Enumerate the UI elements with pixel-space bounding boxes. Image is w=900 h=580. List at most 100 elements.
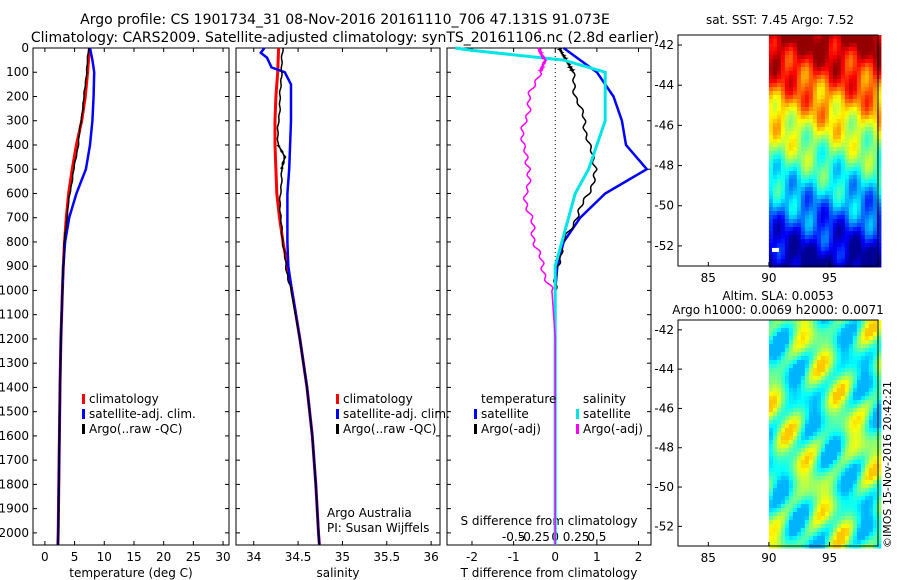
heatmap-cell: [868, 360, 874, 365]
heatmap-cell: [784, 103, 790, 108]
heatmap-cell: [864, 484, 870, 489]
heatmap-cell: [824, 203, 830, 208]
heatmap-cell: [820, 540, 826, 545]
heatmap-cell: [804, 151, 810, 156]
heatmap-cell: [864, 235, 870, 240]
legend-temp-argo: Argo(-adj): [481, 422, 541, 436]
heatmap-cell: [828, 536, 834, 541]
heatmap-cell: [788, 39, 794, 44]
heatmap-cell: [832, 39, 838, 44]
heatmap-cell: [836, 392, 842, 397]
heatmap-cell: [780, 464, 786, 469]
heatmap-cell: [776, 424, 782, 429]
heatmap-cell: [800, 163, 806, 168]
heatmap-cell: [852, 448, 858, 453]
heatmap-cell: [836, 223, 842, 228]
heatmap-cell: [852, 231, 858, 236]
heatmap-cell: [804, 480, 810, 485]
heatmap-cell: [772, 400, 778, 405]
heatmap-cell: [872, 103, 878, 108]
heatmap-cell: [796, 163, 802, 168]
heatmap-cell: [800, 123, 806, 128]
heatmap-cell: [780, 39, 786, 44]
heatmap-cell: [792, 384, 798, 389]
heatmap-cell: [848, 396, 854, 401]
heatmap-cell: [872, 524, 878, 529]
heatmap-cell: [796, 151, 802, 156]
heatmap-cell: [792, 336, 798, 341]
heatmap-cell: [788, 223, 794, 228]
heatmap-cell: [848, 251, 854, 256]
heatmap-cell: [832, 468, 838, 473]
heatmap-cell: [820, 75, 826, 80]
heatmap-cell: [780, 352, 786, 357]
heatmap-cell: [768, 195, 774, 200]
heatmap-cell: [828, 520, 834, 525]
heatmap-cell: [796, 127, 802, 132]
heatmap-cell: [804, 416, 810, 421]
heatmap-cell: [776, 131, 782, 136]
heatmap-cell: [768, 255, 774, 260]
heatmap-cell: [832, 231, 838, 236]
heatmap-cell: [836, 191, 842, 196]
heatmap-cell: [872, 223, 878, 228]
heatmap-cell: [776, 219, 782, 224]
heatmap-cell: [784, 368, 790, 373]
heatmap-cell: [792, 356, 798, 361]
heatmap-cell: [832, 83, 838, 88]
heatmap-cell: [848, 536, 854, 541]
heatmap-cell: [836, 352, 842, 357]
heatmap-cell: [836, 428, 842, 433]
heatmap-cell: [776, 43, 782, 48]
heatmap-cell: [868, 111, 874, 116]
heatmap-cell: [796, 255, 802, 260]
heatmap-cell: [868, 163, 874, 168]
heatmap-cell: [784, 155, 790, 160]
heatmap-cell: [824, 336, 830, 341]
y-tick-label: -46: [654, 401, 674, 415]
heatmap-cell: [860, 139, 866, 144]
x-axis-label: salinity: [316, 566, 359, 580]
heatmap-cell: [828, 47, 834, 52]
heatmap-cell: [852, 472, 858, 477]
heatmap-cell: [864, 376, 870, 381]
heatmap-cell: [848, 368, 854, 373]
heatmap-cell: [876, 400, 882, 405]
heatmap-cell: [876, 396, 882, 401]
heatmap-cell: [860, 203, 866, 208]
y-tick-label: 1400: [0, 380, 29, 394]
heatmap-cell: [820, 135, 826, 140]
heatmap-cell: [824, 488, 830, 493]
heatmap-cell: [864, 143, 870, 148]
heatmap-cell: [792, 55, 798, 60]
heatmap-cell: [784, 476, 790, 481]
heatmap-cell: [784, 452, 790, 457]
heatmap-cell: [872, 340, 878, 345]
heatmap-cell: [856, 496, 862, 501]
heatmap-cell: [840, 235, 846, 240]
heatmap-cell: [816, 348, 822, 353]
heatmap-cell: [828, 187, 834, 192]
heatmap-cell: [804, 195, 810, 200]
heatmap-cell: [804, 464, 810, 469]
heatmap-cell: [860, 384, 866, 389]
heatmap-cell: [820, 500, 826, 505]
heatmap-cell: [852, 328, 858, 333]
heatmap-cell: [816, 187, 822, 192]
heatmap-cell: [864, 39, 870, 44]
heatmap-cell: [868, 512, 874, 517]
heatmap-cell: [844, 147, 850, 152]
heatmap-cell: [816, 368, 822, 373]
heatmap-cell: [784, 340, 790, 345]
heatmap-cell: [800, 492, 806, 497]
heatmap-cell: [828, 63, 834, 68]
heatmap-cell: [792, 87, 798, 92]
heatmap-cell: [792, 380, 798, 385]
heatmap-cell: [792, 51, 798, 56]
heatmap-cell: [828, 400, 834, 405]
heatmap-cell: [864, 344, 870, 349]
heatmap-cell: [856, 235, 862, 240]
heatmap-cell: [780, 91, 786, 96]
heatmap-cell: [832, 488, 838, 493]
